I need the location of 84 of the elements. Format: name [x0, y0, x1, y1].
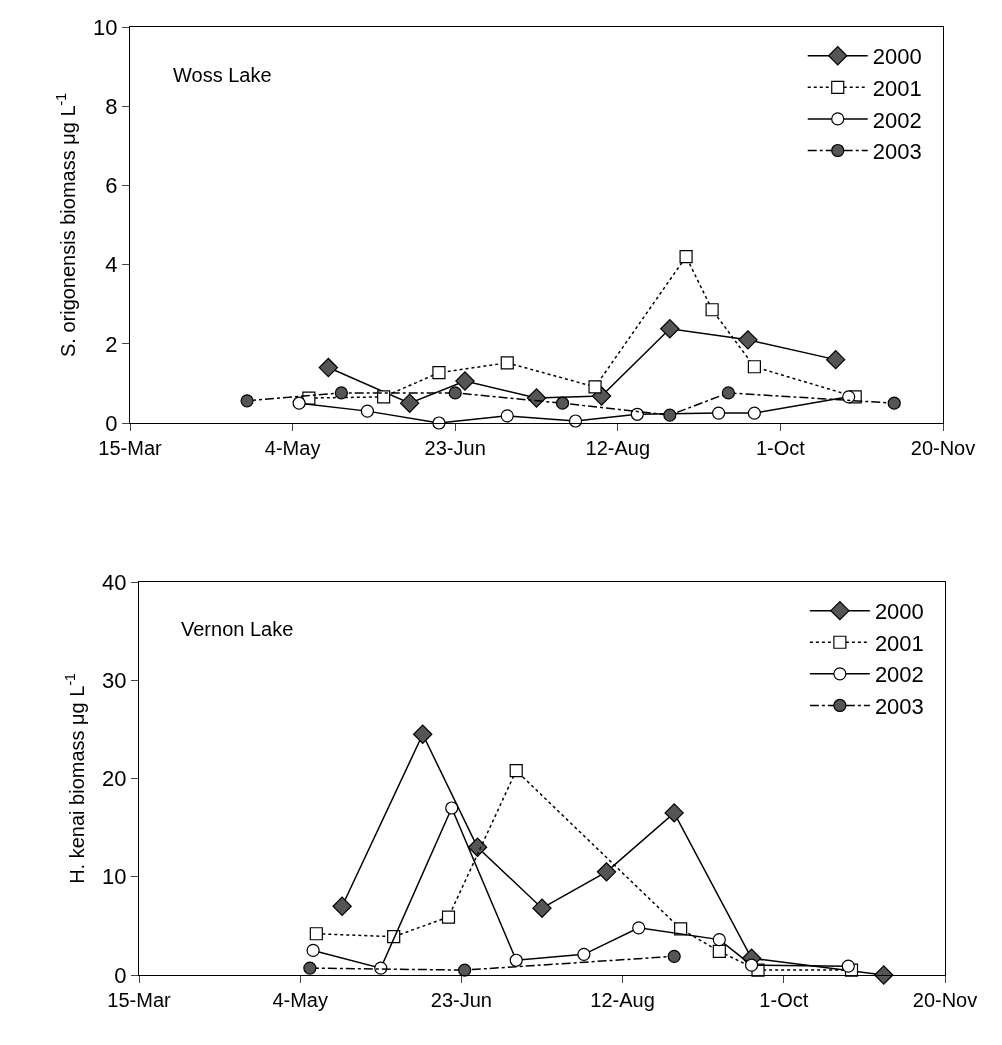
point	[432, 366, 446, 380]
point	[500, 356, 514, 370]
point	[712, 933, 726, 947]
point	[467, 837, 488, 857]
legend-label: 2000	[874, 599, 924, 625]
point	[332, 896, 352, 916]
point	[577, 947, 591, 961]
point	[664, 803, 684, 823]
point	[679, 250, 693, 264]
legend-label: 2002	[872, 107, 922, 133]
x-tick-label: 4-May	[272, 989, 328, 1011]
point	[712, 944, 726, 959]
point	[318, 357, 339, 378]
y-tick-label: 8	[105, 93, 118, 119]
x-tick-label: 20-Nov	[912, 989, 978, 1011]
point	[705, 303, 719, 317]
point	[568, 414, 583, 428]
legend-label: 2003	[874, 694, 924, 720]
y-tick-label: 0	[105, 410, 118, 436]
point	[663, 408, 677, 422]
point	[500, 409, 514, 423]
point	[887, 396, 901, 410]
y-tick-label: 20	[102, 766, 127, 792]
y-tick-label: 6	[105, 173, 118, 199]
annotation: Woss Lake	[173, 64, 272, 86]
point	[747, 360, 761, 374]
x-tick-label: 23-Jun	[424, 437, 486, 459]
point	[240, 394, 254, 408]
point	[432, 416, 446, 430]
point	[712, 406, 726, 420]
point	[747, 406, 761, 420]
point	[399, 393, 420, 413]
y-tick-label: 0	[114, 962, 127, 988]
x-tick-label: 12-Aug	[585, 437, 651, 459]
point	[874, 965, 894, 985]
point	[334, 386, 348, 400]
y-tick-label: 10	[93, 14, 118, 40]
point	[842, 390, 856, 404]
point	[632, 921, 646, 935]
annotation: Vernon Lake	[181, 618, 294, 640]
y-tick-label: 2	[105, 331, 118, 357]
y-tick-label: 40	[102, 569, 127, 595]
point	[303, 961, 317, 975]
point	[596, 862, 617, 882]
point	[441, 910, 456, 924]
y-tick-label: 30	[102, 667, 127, 693]
legend-label: 2001	[872, 75, 922, 101]
legend-label: 2002	[874, 662, 924, 688]
point	[455, 371, 475, 391]
point	[360, 404, 374, 418]
point	[667, 949, 681, 963]
legend-label: 2001	[874, 630, 924, 656]
y-tick-label: 4	[105, 252, 118, 278]
point	[588, 380, 602, 394]
x-tick-label: 15-Mar	[107, 989, 172, 1011]
x-tick-label: 12-Aug	[590, 989, 655, 1011]
x-tick-label: 20-Nov	[910, 437, 976, 459]
point	[721, 386, 735, 400]
point	[532, 898, 552, 918]
point	[445, 801, 459, 815]
legend-label: 2000	[872, 44, 922, 70]
x-tick-label: 1-Oct	[755, 437, 806, 459]
x-tick-label: 23-Jun	[430, 989, 492, 1011]
point	[309, 927, 323, 941]
x-tick-label: 15-Mar	[98, 437, 163, 459]
point	[660, 319, 680, 339]
point	[458, 963, 472, 977]
point	[509, 764, 523, 778]
point	[413, 724, 433, 744]
point	[306, 943, 320, 958]
point	[377, 390, 391, 404]
point	[744, 958, 759, 972]
point	[841, 959, 855, 973]
point	[448, 386, 462, 400]
legend-label: 2003	[872, 139, 922, 165]
point	[509, 953, 523, 967]
point	[292, 396, 306, 410]
point	[825, 349, 846, 370]
x-tick-label: 4-May	[264, 437, 321, 459]
point	[555, 396, 570, 410]
point	[630, 407, 644, 421]
x-tick-label: 1-Oct	[759, 989, 809, 1011]
y-tick-label: 10	[102, 864, 127, 890]
point	[738, 330, 758, 350]
